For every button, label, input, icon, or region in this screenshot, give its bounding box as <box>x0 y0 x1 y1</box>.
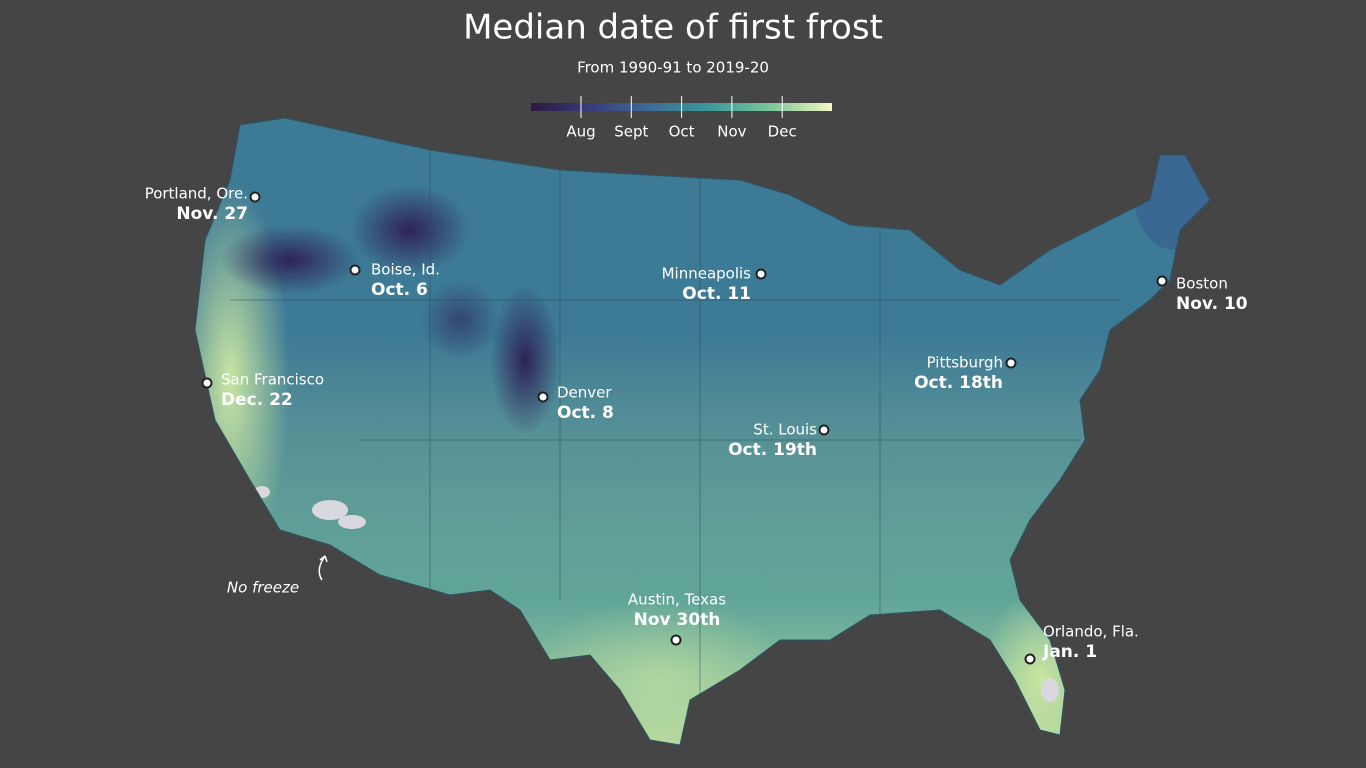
city-date: Jan. 1 <box>1042 642 1097 662</box>
city-date: Oct. 19th <box>728 440 817 460</box>
title: Median date of first frost <box>463 8 883 48</box>
city-dot <box>755 268 767 280</box>
city-name: Boise, Id. <box>371 261 440 279</box>
city-name: Austin, Texas <box>628 591 726 609</box>
city-date: Nov. 27 <box>176 204 248 224</box>
city-dot <box>349 264 361 276</box>
city-date: Nov 30th <box>634 610 721 630</box>
cities: Portland, Ore.Nov. 27 Boise, Id.Oct. 6 Min… <box>145 185 1248 665</box>
legend-label: Aug <box>566 123 595 141</box>
city-dot <box>249 191 261 203</box>
city-name: Orlando, Fla. <box>1043 623 1139 641</box>
city-name: Denver <box>557 384 612 402</box>
city-dot <box>670 634 682 646</box>
no-freeze-note: No freeze <box>227 579 299 597</box>
note-arrow <box>318 555 328 581</box>
city-dot <box>1005 357 1017 369</box>
legend: Aug Sept Oct Nov Dec <box>566 96 797 141</box>
legend-label: Nov <box>717 123 746 141</box>
city-name: Minneapolis <box>662 265 752 283</box>
city-name: Portland, Ore. <box>145 185 248 203</box>
us-map <box>195 118 1210 745</box>
city-name: Boston <box>1176 275 1228 293</box>
legend-label: Dec <box>768 123 797 141</box>
city-date: Oct. 6 <box>371 280 428 300</box>
city-dot <box>818 424 830 436</box>
city-date: Oct. 11 <box>682 284 751 304</box>
city-name: Pittsburgh <box>927 354 1003 372</box>
legend-label: Oct <box>669 123 695 141</box>
city-dot <box>537 391 549 403</box>
city-date: Nov. 10 <box>1176 294 1248 314</box>
subtitle: From 1990-91 to 2019-20 <box>577 59 769 77</box>
city-name: San Francisco <box>221 371 324 389</box>
city-date: Dec. 22 <box>221 390 293 410</box>
city-dot <box>201 377 213 389</box>
city-date: Oct. 8 <box>557 403 614 423</box>
city-date: Oct. 18th <box>914 373 1003 393</box>
city-dot <box>1024 653 1036 665</box>
city-dot <box>1156 275 1168 287</box>
city-name: St. Louis <box>753 421 817 439</box>
legend-label: Sept <box>614 123 648 141</box>
